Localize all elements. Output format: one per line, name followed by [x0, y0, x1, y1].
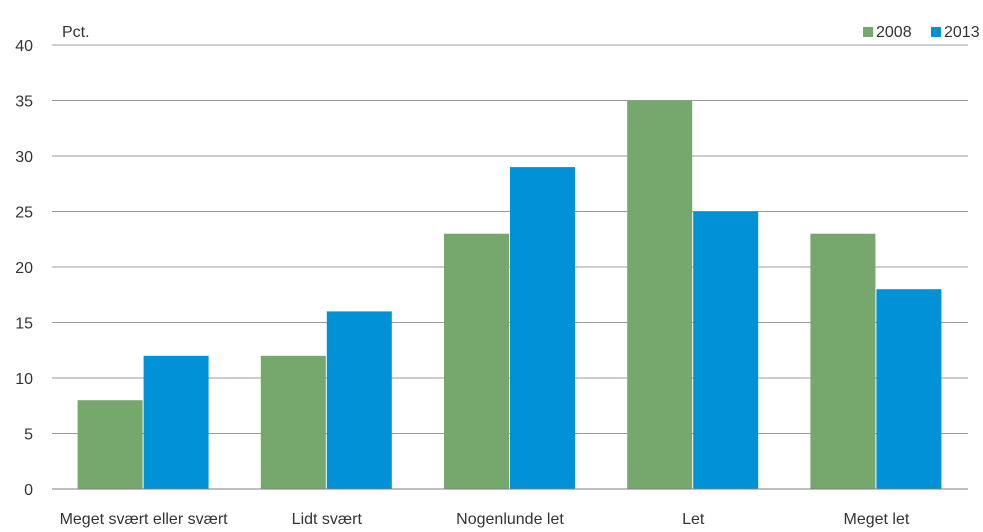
- x-tick-label: Lidt svært: [292, 511, 363, 528]
- bar-2008-3: [627, 100, 693, 489]
- y-tick-label: 25: [15, 205, 33, 222]
- legend-label-2008: 2008: [876, 24, 912, 41]
- y-tick-label: 35: [15, 94, 33, 111]
- y-tick-label: 5: [24, 427, 33, 444]
- y-tick-label: 0: [24, 482, 33, 499]
- x-tick-label: Nogenlunde let: [456, 511, 564, 528]
- bar-2008-4: [810, 233, 876, 489]
- bar-2013-0: [143, 355, 209, 489]
- bar-2013-4: [876, 289, 942, 489]
- y-tick-label: 40: [15, 38, 33, 55]
- legend: 2008 2013: [863, 24, 980, 41]
- bars: [77, 100, 942, 489]
- y-tick-label: 30: [15, 149, 33, 166]
- y-tick-label: 15: [15, 316, 33, 333]
- x-tick-label: Let: [682, 511, 705, 528]
- bar-2013-2: [510, 167, 575, 489]
- bar-2013-3: [693, 211, 759, 489]
- y-tick-label: 20: [15, 260, 33, 277]
- bar-2008-2: [444, 233, 509, 489]
- bar-2008-1: [260, 355, 326, 489]
- axes: 0 5 10 15 20 25 30 35 40 Meget svært eller svært L…: [15, 38, 968, 528]
- bar-2008-0: [77, 400, 143, 489]
- y-tick-label: 10: [15, 371, 33, 388]
- legend-swatch-2008: [863, 27, 873, 37]
- legend-label-2013: 2013: [944, 24, 980, 41]
- bar-2013-1: [326, 311, 392, 489]
- y-unit-label: Pct.: [62, 24, 90, 41]
- x-tick-label: Meget svært eller svært: [60, 511, 229, 528]
- x-tick-label: Meget let: [843, 511, 909, 528]
- legend-swatch-2013: [931, 27, 941, 37]
